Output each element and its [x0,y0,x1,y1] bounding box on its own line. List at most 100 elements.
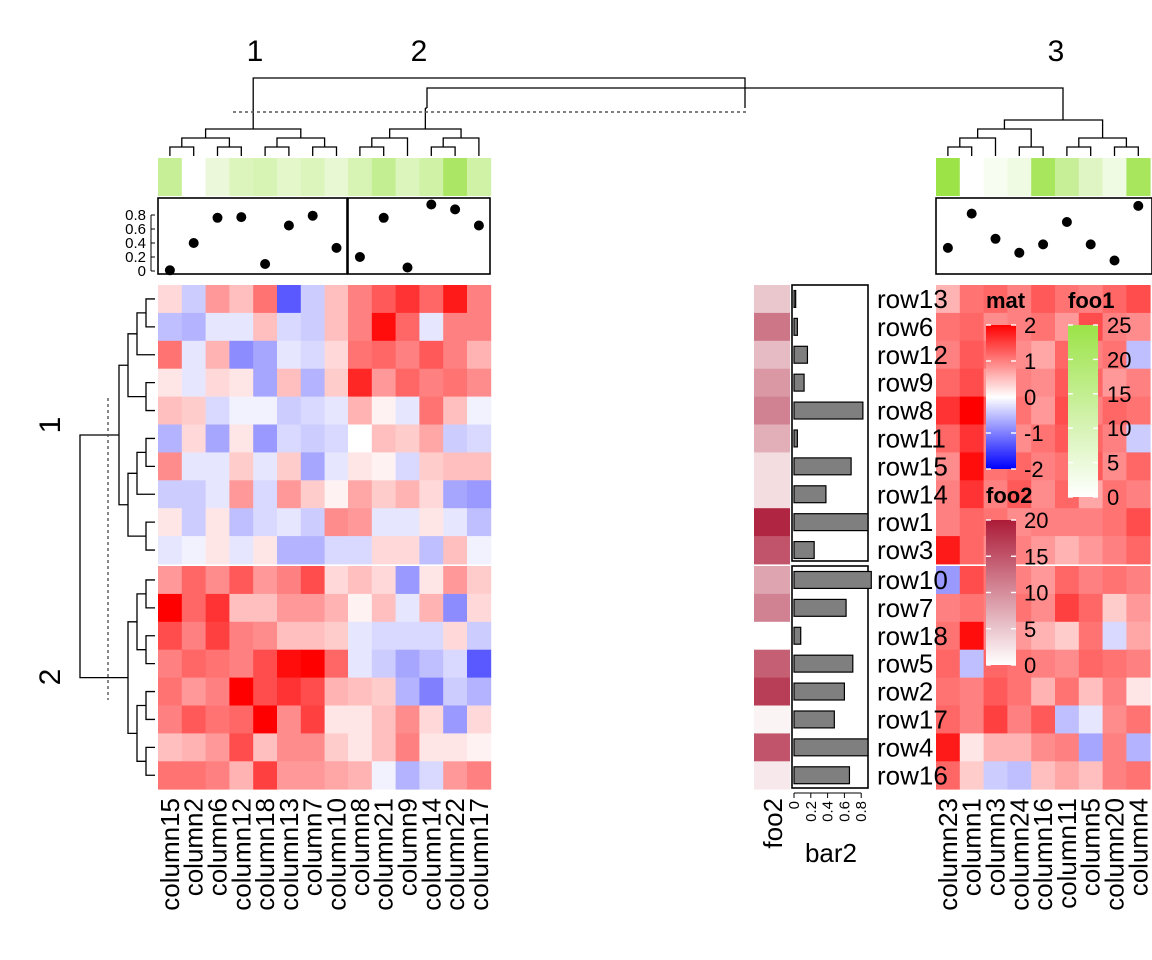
heatmap-cell [443,452,468,481]
bar1-point [354,252,365,262]
heatmap-cell [467,733,492,762]
heatmap-cell [205,480,230,509]
heatmap-cell [205,368,230,397]
column-label: column9 [393,798,423,896]
heatmap-cell [371,424,396,453]
column-dendrogram-branch [430,146,456,156]
heatmap-cell [253,480,278,509]
foo1-cell [348,158,373,196]
heatmap-cell [324,733,349,762]
heatmap-cell [443,396,468,425]
heatmap-cell [936,480,961,509]
foo2-cell [754,566,790,595]
heatmap-cell [253,312,278,342]
heatmap-cell [229,396,254,425]
legend-colorbar [1068,325,1098,497]
heatmap-cell [371,368,396,397]
bar2-bar [793,598,847,617]
heatmap-cell [419,649,444,678]
heatmap-cell [253,677,278,706]
heatmap-cell [300,733,325,762]
heatmap-cell [1102,508,1127,537]
heatmap-cell [983,761,1008,790]
heatmap-cell [1078,536,1103,565]
heatmap-cell [467,285,492,314]
heatmap-cell [348,424,373,453]
foo1-cell [1031,158,1056,196]
column-dendrogram [169,77,1139,156]
legend-tick-label: -2 [1024,457,1044,482]
heatmap-cell [1007,480,1032,509]
heatmap-cell [229,285,254,314]
heatmap-cell [348,312,373,342]
row-label: row5 [877,649,933,679]
bar2-bar [793,626,802,645]
heatmap-cell [419,508,444,537]
heatmap-cell [371,621,396,651]
heatmap-cell [158,368,183,397]
heatmap-cell [229,705,254,734]
heatmap-cell [395,593,420,623]
heatmap-cell [1102,593,1127,623]
row-label: row9 [877,368,933,398]
heatmap-cell [348,480,373,509]
heatmap-cell [467,340,492,370]
legend-tick-label: 0 [1024,385,1036,410]
foo1-cell [253,158,278,196]
column-label: column8 [345,798,375,896]
heatmap-cell [1031,536,1056,565]
bar1-point [450,204,461,215]
heatmap-cell [467,705,492,734]
row-label: row13 [877,284,948,314]
heatmap-cell [205,508,230,537]
bar1-annotation: 00.20.40.60.8 [125,197,1152,280]
heatmap-cell [205,677,230,706]
heatmap-cell [1007,677,1032,706]
foo1-cell [983,158,1008,196]
heatmap-cell [1102,285,1127,314]
legend-tick-label: 15 [1107,382,1131,407]
heatmap-cell [229,593,254,623]
heatmap-cell [277,396,302,425]
heatmap-cell [277,705,302,734]
column-dendrogram-branch [252,77,746,108]
heatmap-cell [1126,536,1151,565]
bar2-frame [791,565,869,789]
heatmap-cell [253,424,278,453]
heatmap-cell [371,508,396,537]
heatmap-cell [959,340,984,370]
heatmap-cell [1102,677,1127,706]
heatmap-cell [936,285,961,314]
heatmap-cell [277,733,302,762]
heatmap-cell [1078,677,1103,706]
heatmap-cell [1055,285,1080,314]
heatmap-cell [959,536,984,565]
heatmap-cell [1102,566,1127,595]
heatmap-cell [395,396,420,425]
heatmap-cell [959,452,984,481]
heatmap-cell [324,396,349,425]
heatmap-cell [1102,396,1127,425]
heatmap-cell [419,368,444,397]
heatmap-cell [1126,566,1151,595]
foo2-cell [754,396,790,425]
heatmap-cell [959,621,984,651]
column-label: column6 [203,798,233,896]
bar1-point [402,262,413,273]
legend-title: foo1 [1068,288,1114,313]
heatmap-cell [229,733,254,762]
foo1-cell [181,158,206,196]
row-label: row15 [877,451,948,481]
heatmap-cell [1102,424,1127,453]
bar2-bar [793,513,869,532]
heatmap-cell [181,621,206,651]
heatmap-cell [205,621,230,651]
heatmap-cell [1126,424,1151,453]
heatmap-cell [158,340,183,370]
heatmap-cell [371,649,396,678]
heatmap-cell [419,566,444,595]
bar1-frame [347,197,491,275]
heatmap-cell [443,480,468,509]
heatmap-cell [1055,705,1080,734]
heatmap-cell [181,368,206,397]
